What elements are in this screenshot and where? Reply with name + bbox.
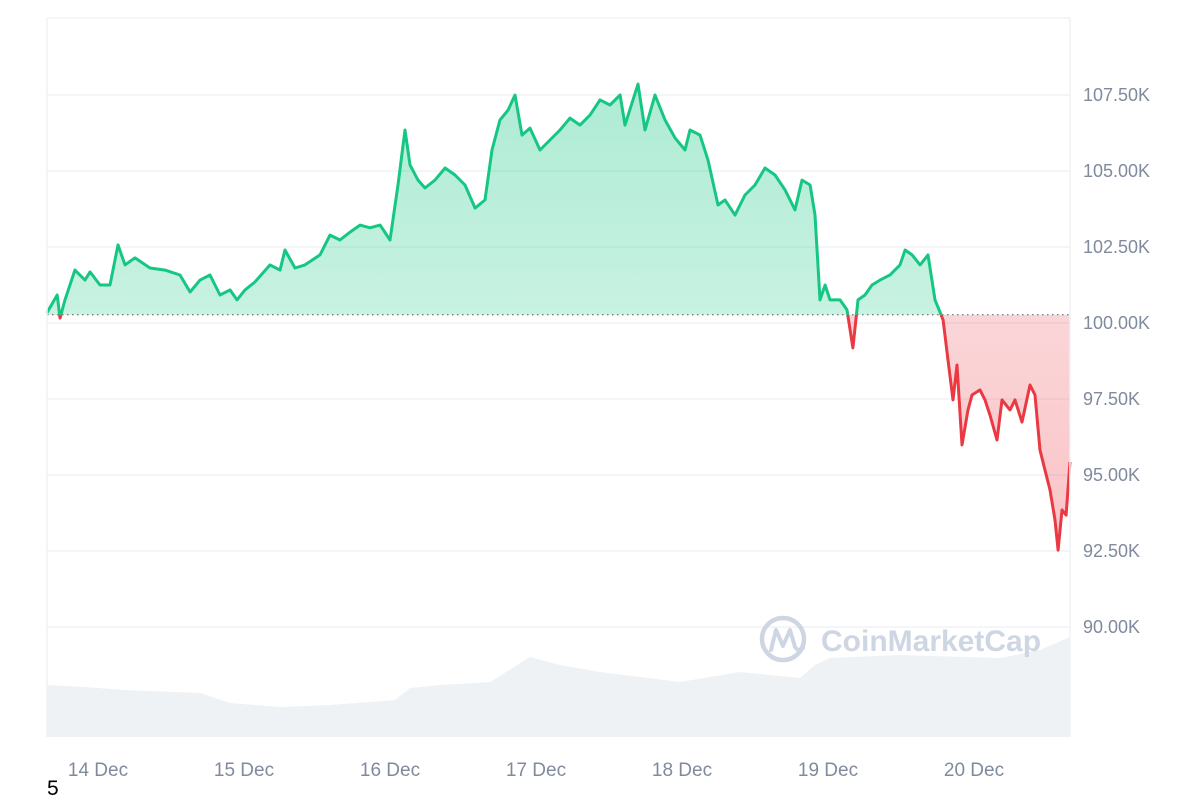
x-tick-label: 20 Dec bbox=[944, 760, 1004, 781]
price-area-up bbox=[46, 84, 942, 315]
y-tick-label: 92.50K bbox=[1083, 541, 1140, 561]
volume-area bbox=[46, 637, 1071, 737]
x-tick-label: 16 Dec bbox=[360, 760, 420, 781]
coinmarketcap-logo-icon bbox=[759, 615, 807, 663]
y-axis: 90.00K 92.50K 95.00K 97.50K 100.00K 102.50K 10… bbox=[1083, 85, 1150, 637]
y-tick-label: 105.00K bbox=[1083, 161, 1150, 181]
footnote-number: 5 bbox=[47, 777, 59, 800]
coinmarketcap-logo-mark bbox=[769, 628, 805, 652]
x-axis: 14 Dec 15 Dec 16 Dec 17 Dec 18 Dec 19 Dec 20 D… bbox=[68, 760, 1004, 781]
price-area-down bbox=[46, 314, 1070, 551]
x-tick-label: 19 Dec bbox=[798, 760, 858, 781]
plot-frame bbox=[46, 17, 1071, 737]
price-line-up bbox=[45, 82, 943, 315]
x-tick-label: 17 Dec bbox=[506, 760, 566, 781]
y-tick-label: 95.00K bbox=[1083, 465, 1140, 485]
watermark: CoinMarketCap bbox=[759, 615, 1041, 663]
price-line-down bbox=[58, 314, 1072, 552]
x-tick-label: 14 Dec bbox=[68, 760, 128, 781]
y-tick-label: 90.00K bbox=[1083, 617, 1140, 637]
watermark-text: CoinMarketCap bbox=[821, 625, 1041, 658]
y-tick-label: 97.50K bbox=[1083, 389, 1140, 409]
x-tick-label: 15 Dec bbox=[214, 760, 274, 781]
y-tick-label: 102.50K bbox=[1083, 237, 1150, 257]
y-tick-label: 100.00K bbox=[1083, 313, 1150, 333]
x-tick-label: 18 Dec bbox=[652, 760, 712, 781]
y-tick-label: 107.50K bbox=[1083, 85, 1150, 105]
